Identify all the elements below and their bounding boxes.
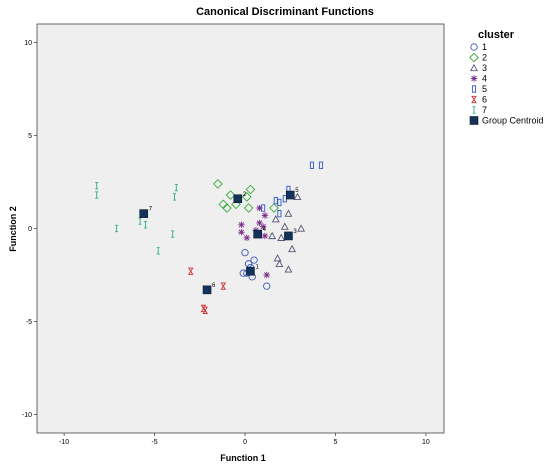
legend-title: cluster [478, 29, 515, 41]
legend-label-2: 2 [482, 53, 487, 63]
legend-marker-4 [470, 75, 478, 82]
plot-area [36, 23, 445, 434]
x-tick-label: 0 [243, 439, 247, 446]
point-cluster-7 [174, 183, 178, 192]
point-cluster-6 [200, 304, 207, 313]
legend-label-7: 7 [482, 105, 487, 115]
point-cluster-7 [144, 221, 148, 229]
point-cluster-7 [156, 247, 160, 255]
point-cluster-2 [245, 184, 256, 195]
axes: -10 -5 0 5 10 -10 -5 0 5 10 [22, 40, 430, 446]
y-tick-label: -5 [26, 319, 32, 326]
legend-label-4: 4 [482, 74, 487, 84]
centroid-label: 3 [293, 229, 297, 235]
legend-marker-3 [470, 63, 478, 72]
point-cluster-5 [277, 209, 282, 218]
centroid-6 [202, 285, 212, 295]
point-cluster-3 [284, 265, 293, 273]
point-cluster-4 [238, 229, 245, 236]
legend-label-1: 1 [482, 42, 487, 52]
legend-label-5: 5 [482, 84, 487, 94]
legend-marker-6 [471, 95, 477, 104]
x-tick-label: 5 [334, 439, 338, 446]
centroid-7 [139, 209, 149, 218]
x-tick-label: -5 [151, 439, 157, 446]
point-cluster-7 [95, 191, 99, 199]
point-cluster-3 [277, 233, 286, 241]
point-cluster-5 [273, 196, 278, 205]
legend-marker-7 [472, 106, 476, 114]
point-cluster-2 [213, 179, 223, 189]
point-cluster-3 [284, 209, 293, 217]
point-cluster-3 [271, 215, 280, 223]
point-cluster-3 [297, 224, 306, 232]
point-cluster-7 [172, 193, 176, 201]
point-cluster-3 [273, 254, 282, 262]
point-cluster-4 [259, 223, 267, 230]
point-cluster-6 [202, 306, 209, 314]
legend-marker-2 [469, 52, 479, 63]
centroid-label: 5 [295, 188, 299, 194]
point-cluster-3 [293, 192, 302, 201]
centroid-label: 7 [149, 207, 153, 213]
point-cluster-3 [280, 222, 289, 230]
point-cluster-7 [95, 182, 99, 190]
y-tick-label: -10 [22, 412, 32, 419]
point-cluster-5 [261, 204, 266, 212]
point-cluster-4 [261, 212, 269, 219]
chart-title: Canonical Discriminant Functions [196, 6, 374, 18]
centroid-4 [253, 229, 262, 239]
centroid-1 [246, 266, 255, 276]
point-cluster-6 [187, 267, 194, 275]
point-cluster-2 [225, 190, 236, 200]
point-cluster-5 [309, 161, 315, 169]
centroid-label: 4 [263, 227, 267, 233]
point-cluster-4 [243, 234, 251, 241]
legend-label-centroid: Group Centroid [482, 116, 544, 126]
point-cluster-2 [241, 192, 252, 202]
point-cluster-6 [220, 282, 227, 290]
point-cluster-3 [268, 231, 277, 240]
y-axis-title: Function 2 [8, 206, 18, 252]
point-cluster-4 [238, 221, 245, 228]
point-cluster-4 [261, 232, 269, 240]
x-tick-label: 10 [422, 439, 430, 446]
centroid-label: 6 [212, 283, 216, 289]
legend-marker-centroid [469, 116, 479, 125]
y-tick-label: 0 [28, 226, 32, 233]
centroid-2 [233, 194, 243, 204]
legend-marker-1 [470, 43, 478, 51]
x-tick-label: -10 [59, 439, 69, 446]
point-cluster-5 [318, 161, 324, 169]
point-cluster-2 [243, 203, 254, 213]
y-tick-label: 5 [28, 133, 32, 140]
point-cluster-1 [263, 282, 271, 290]
point-cluster-7 [171, 230, 175, 238]
point-cluster-1 [250, 256, 258, 264]
point-cluster-3 [288, 244, 297, 253]
legend-marker-5 [471, 85, 477, 93]
group-centroids: 1 2 3 4 5 6 7 [139, 188, 299, 295]
centroid-5 [285, 190, 295, 200]
point-cluster-2 [222, 203, 232, 213]
x-axis-title: Function 1 [220, 453, 266, 463]
legend-label-3: 3 [482, 63, 487, 73]
point-cluster-4 [263, 271, 270, 279]
centroid-label: 1 [255, 264, 259, 270]
point-cluster-2 [269, 203, 279, 213]
centroid-label: 2 [243, 192, 247, 198]
y-tick-label: 10 [24, 40, 32, 47]
point-cluster-3 [275, 259, 284, 267]
centroid-3 [284, 231, 293, 241]
legend-label-6: 6 [482, 95, 487, 105]
point-cluster-1 [241, 249, 249, 257]
point-cluster-7 [115, 224, 119, 233]
